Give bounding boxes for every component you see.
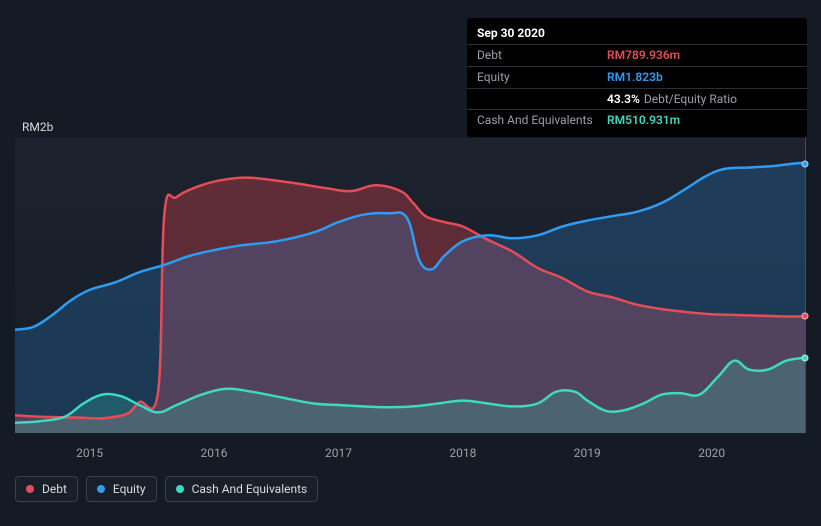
legend-dot-cash: [176, 485, 184, 493]
xtick: 2015: [76, 446, 103, 460]
legend-item-cash[interactable]: Cash And Equivalents: [165, 476, 319, 502]
tooltip-label-debt: Debt: [477, 47, 607, 64]
legend-item-debt[interactable]: Debt: [15, 476, 78, 502]
tooltip-label-equity: Equity: [477, 69, 607, 86]
legend-label-equity: Equity: [113, 482, 146, 496]
xtick: 2016: [201, 446, 228, 460]
tooltip-label-ratio: [477, 91, 607, 108]
legend-label-cash: Cash And Equivalents: [192, 482, 308, 496]
tooltip-row-equity: Equity RM1.823b: [467, 66, 807, 88]
chart-svg: [15, 138, 805, 433]
chart-tooltip: Sep 30 2020 Debt RM789.936m Equity RM1.8…: [467, 18, 807, 137]
legend-dot-debt: [26, 485, 34, 493]
series-end-dot-debt: [802, 313, 809, 320]
xtick: 2017: [325, 446, 352, 460]
legend-item-equity[interactable]: Equity: [86, 476, 157, 502]
tooltip-row-ratio: 43.3% Debt/Equity Ratio: [467, 88, 807, 110]
tooltip-value-cash: RM510.931m: [607, 112, 680, 129]
legend-dot-equity: [97, 485, 105, 493]
chart-plot-area[interactable]: [15, 138, 805, 433]
tooltip-value-equity: RM1.823b: [607, 69, 663, 86]
tooltip-row-debt: Debt RM789.936m: [467, 44, 807, 66]
legend-label-debt: Debt: [42, 482, 67, 496]
tooltip-value-debt: RM789.936m: [607, 47, 680, 64]
chart-legend: Debt Equity Cash And Equivalents: [15, 476, 318, 502]
tooltip-row-cash: Cash And Equivalents RM510.931m: [467, 109, 807, 131]
tooltip-label-cash: Cash And Equivalents: [477, 112, 607, 129]
ylabel-top: RM2b: [22, 120, 53, 134]
xtick: 2019: [574, 446, 601, 460]
tooltip-ratio-suffix: Debt/Equity Ratio: [644, 92, 737, 106]
tooltip-ratio-pct: 43.3%: [607, 92, 640, 106]
series-end-dot-cash: [802, 354, 809, 361]
tooltip-date: Sep 30 2020: [467, 24, 807, 44]
chart-crosshair-line: [805, 138, 806, 433]
chart-xaxis: 2015 2016 2017 2018 2019 2020: [15, 440, 805, 460]
xtick: 2020: [698, 446, 725, 460]
series-end-dot-equity: [802, 161, 809, 168]
xtick: 2018: [449, 446, 476, 460]
tooltip-value-ratio: 43.3% Debt/Equity Ratio: [607, 91, 737, 108]
